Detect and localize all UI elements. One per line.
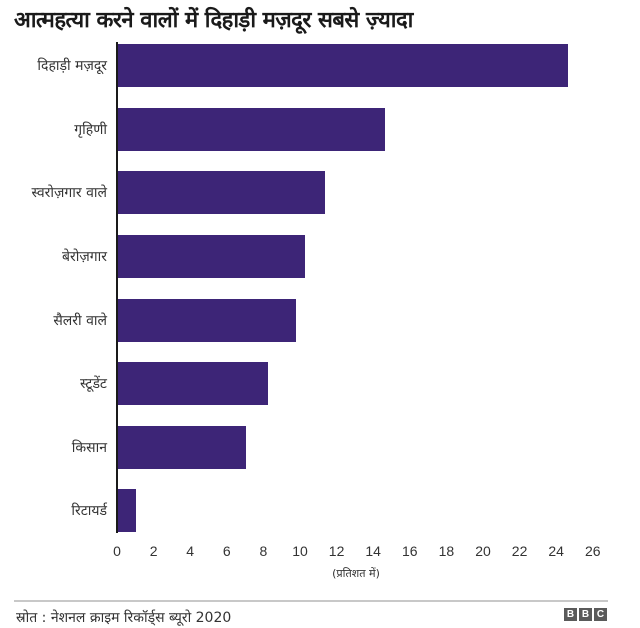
- x-tick-label: 18: [438, 543, 455, 559]
- category-label: किसान: [71, 440, 107, 456]
- logo-letter: B: [564, 608, 577, 621]
- x-tick-label: 10: [292, 543, 308, 559]
- bar-row: स्वरोज़गार वाले: [0, 171, 640, 214]
- x-tick-label: 4: [186, 543, 195, 559]
- bar: [118, 108, 386, 151]
- x-tick-label: 12: [328, 543, 345, 559]
- bar-row: बेरोज़गार: [0, 235, 640, 278]
- bar-row: स्टूडेंट: [0, 362, 640, 405]
- bbc-logo: B B C: [564, 608, 607, 621]
- y-axis-line: [116, 42, 118, 533]
- x-axis-label: (प्रतिशत में): [332, 567, 380, 580]
- x-tick-label: 8: [259, 543, 268, 559]
- bar: [118, 426, 247, 469]
- bar-row: दिहाड़ी मज़दूर: [0, 44, 640, 87]
- bar-row: सैलरी वाले: [0, 299, 640, 342]
- category-label: स्वरोज़गार वाले: [31, 185, 107, 201]
- bar-row: रिटायर्ड: [0, 489, 640, 532]
- bar: [118, 489, 137, 532]
- bar-row: किसान: [0, 426, 640, 469]
- bar: [118, 299, 296, 342]
- logo-letter: C: [594, 608, 607, 621]
- x-tick-label: 26: [585, 543, 601, 559]
- bar: [118, 235, 305, 278]
- x-tick-label: 6: [222, 543, 231, 559]
- x-tick-label: 0: [113, 543, 121, 559]
- x-tick-label: 22: [511, 543, 528, 559]
- footer-separator: [14, 600, 608, 602]
- category-label: गृहिणी: [74, 122, 107, 138]
- x-tick-label: 16: [402, 543, 418, 559]
- source-note: स्रोत : नेशनल क्राइम रिकॉर्ड्स ब्यूरो 20…: [16, 610, 232, 626]
- chart-title: आत्महत्या करने वालों में दिहाड़ी मज़दूर …: [14, 8, 413, 33]
- x-tick-label: 20: [475, 543, 491, 559]
- category-label: सैलरी वाले: [53, 313, 107, 329]
- x-tick-label: 24: [548, 543, 564, 559]
- bar: [118, 171, 325, 214]
- bar: [118, 362, 269, 405]
- category-label: दिहाड़ी मज़दूर: [37, 58, 107, 74]
- bar: [118, 44, 569, 87]
- bar-row: गृहिणी: [0, 108, 640, 151]
- x-tick-label: 2: [149, 543, 158, 559]
- category-label: बेरोज़गार: [62, 249, 107, 265]
- category-label: स्टूडेंट: [79, 376, 107, 392]
- logo-letter: B: [579, 608, 592, 621]
- x-tick-label: 14: [365, 543, 381, 559]
- category-label: रिटायर्ड: [71, 503, 107, 519]
